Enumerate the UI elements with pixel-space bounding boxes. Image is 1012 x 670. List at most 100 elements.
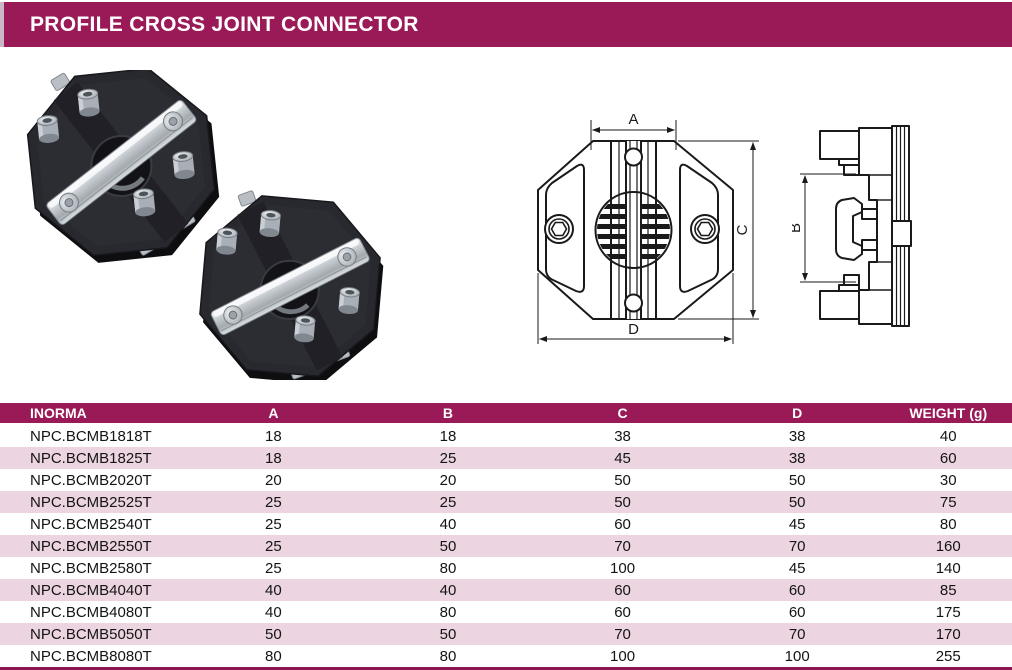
table-row: NPC.BCMB2525T 25 25 50 50 75: [0, 491, 1012, 513]
spec-value: 50: [788, 493, 806, 511]
page-title: PROFILE CROSS JOINT CONNECTOR: [30, 12, 419, 36]
spec-value: 25: [265, 537, 282, 555]
spec-value: 100: [610, 559, 636, 577]
spec-value: 25: [265, 515, 282, 533]
spec-value: 60: [614, 603, 631, 621]
spec-value: 140: [935, 559, 961, 577]
spec-value: 45: [788, 515, 806, 533]
spec-value: 60: [788, 581, 806, 599]
spec-value: 20: [439, 471, 457, 489]
part-number: NPC.BCMB1825T: [30, 449, 152, 467]
part-number: NPC.BCMB2020T: [30, 471, 152, 489]
table-row: NPC.BCMB5050T 50 50 70 70 170: [0, 623, 1012, 645]
product-photo: [20, 70, 420, 380]
part-number: NPC.BCMB2550T: [30, 537, 152, 555]
dim-label-a: A: [628, 111, 638, 128]
spec-value: 170: [935, 625, 961, 643]
spec-value: 80: [439, 647, 457, 665]
spec-value: 18: [265, 427, 282, 445]
connector-photo-left: [22, 70, 225, 269]
spec-value: 70: [788, 537, 806, 555]
spec-value: 60: [939, 449, 957, 467]
spec-value: 40: [439, 581, 457, 599]
dim-label-c: C: [734, 224, 751, 235]
spec-value: 60: [788, 603, 806, 621]
spec-value: 100: [784, 647, 810, 665]
spec-value: 40: [939, 427, 957, 445]
spec-value: 50: [439, 625, 457, 643]
spec-value: 20: [265, 471, 282, 489]
left-panel: [544, 163, 585, 293]
part-number: NPC.BCMB2525T: [30, 493, 152, 511]
spec-value: 40: [439, 515, 457, 533]
table-row: NPC.BCMB2550T 25 50 70 70 160: [0, 535, 1012, 557]
spec-value: 40: [265, 581, 282, 599]
spec-value: 30: [939, 471, 957, 489]
table-row: NPC.BCMB4040T 40 40 60 60 85: [0, 579, 1012, 601]
table-row: NPC.BCMB8080T 80 80 100 100 255: [0, 645, 1012, 669]
spec-value: 45: [614, 449, 631, 467]
channel-lines: [610, 141, 657, 319]
spec-value: 25: [265, 559, 282, 577]
spec-value: 85: [939, 581, 957, 599]
column-header: C: [535, 403, 710, 425]
side-view-drawing: B: [792, 125, 912, 327]
dimension-c: [678, 140, 759, 320]
column-header: D: [709, 403, 885, 425]
dimension-d: [537, 273, 734, 344]
dim-label-b: B: [792, 223, 804, 233]
spec-value: 45: [788, 559, 806, 577]
spec-table: INORMA A B C D WEIGHT (g) NPC.BCMB1818T 18 18 38…: [0, 403, 1012, 670]
column-header: A: [186, 403, 361, 425]
right-panel: [679, 163, 720, 293]
column-header: INORMA: [0, 403, 187, 425]
spec-value: 18: [265, 449, 282, 467]
side-screw-top: [819, 130, 860, 160]
hex-socket-icon: [550, 221, 568, 237]
spec-value: 50: [439, 537, 457, 555]
table-row: NPC.BCMB1818T 18 18 38 38 40: [0, 424, 1012, 447]
spec-value: 70: [614, 537, 631, 555]
spec-value: 255: [935, 647, 961, 665]
spec-value: 18: [439, 427, 457, 445]
spec-value: 160: [935, 537, 961, 555]
table-row: NPC.BCMB2540T 25 40 60 45 80: [0, 513, 1012, 535]
dimension-b: [800, 173, 856, 283]
spec-value: 70: [788, 625, 806, 643]
spec-value: 60: [614, 515, 631, 533]
part-number: NPC.BCMB4040T: [30, 581, 152, 599]
spec-value: 175: [935, 603, 961, 621]
spec-value: 40: [265, 603, 282, 621]
spec-table-head: INORMA A B C D WEIGHT (g): [0, 403, 1012, 425]
spec-value: 25: [439, 493, 457, 511]
side-body: [858, 127, 893, 325]
connector-photo-right: [195, 187, 389, 380]
spec-value: 50: [265, 625, 282, 643]
spec-value: 80: [939, 515, 957, 533]
spec-value: 25: [265, 493, 282, 511]
channel-hole-top: [624, 147, 643, 167]
spec-value: 38: [788, 449, 806, 467]
spec-value: 50: [614, 493, 631, 511]
part-number: NPC.BCMB8080T: [30, 647, 152, 665]
spec-value: 60: [614, 581, 631, 599]
spec-value: 50: [788, 471, 806, 489]
part-number: NPC.BCMB1818T: [30, 427, 152, 445]
spec-value: 38: [788, 427, 806, 445]
channel-hole-bottom: [624, 293, 643, 313]
column-header: WEIGHT (g): [884, 403, 1012, 425]
dim-label-d: D: [628, 321, 639, 338]
part-number: NPC.BCMB2580T: [30, 559, 152, 577]
spec-value: 80: [265, 647, 282, 665]
spec-value: 80: [439, 559, 457, 577]
part-number: NPC.BCMB2540T: [30, 515, 152, 533]
spec-table-body: NPC.BCMB1818T 18 18 38 38 40 NPC.BCMB1825T 18 25…: [0, 424, 1012, 669]
header-row: INORMA A B C D WEIGHT (g): [0, 403, 1012, 425]
spec-value: 38: [614, 427, 631, 445]
table-row: NPC.BCMB2020T 20 20 50 50 30: [0, 469, 1012, 491]
spec-value: 75: [939, 493, 957, 511]
title-bar: PROFILE CROSS JOINT CONNECTOR: [0, 2, 1012, 47]
column-header: B: [360, 403, 536, 425]
side-screw-bottom: [819, 290, 860, 320]
spec-value: 100: [610, 647, 636, 665]
